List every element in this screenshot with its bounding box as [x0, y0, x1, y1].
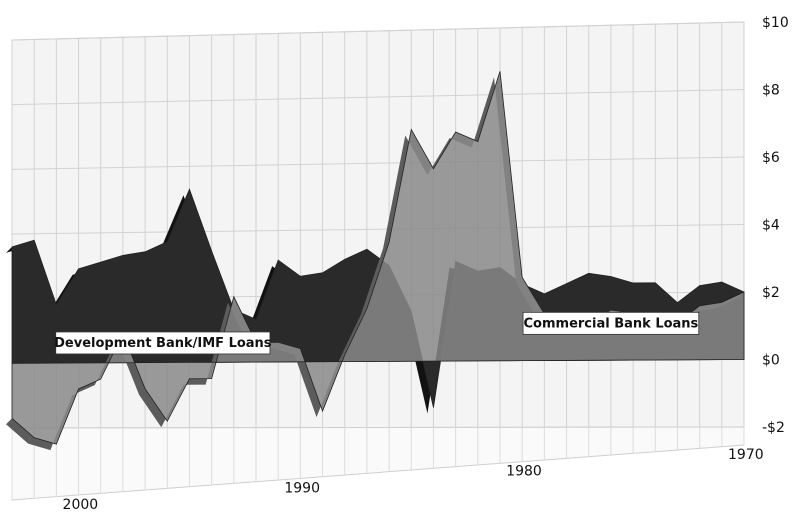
x-tick-label: 1980 [506, 464, 542, 480]
y-axis-ticks: $10 $8 $6 $4 $2 $0 -$2 [762, 15, 789, 436]
series-label-box [522, 311, 700, 335]
x-axis-ticks: 1970 1980 1990 2000 [63, 447, 764, 513]
series-label-2: Commercial Bank Loans [522, 311, 700, 335]
series-label-text: Commercial Bank Loans [524, 316, 699, 331]
grid-line-horizontal [11, 224, 745, 235]
grid-line-horizontal [11, 21, 745, 41]
back-plane [11, 21, 745, 429]
grid-line-horizontal [11, 156, 745, 170]
y-tick-label: $6 [762, 150, 780, 166]
series-labels: Development Bank/IMF Loans Commercial Ban… [54, 311, 700, 355]
series-label-box [55, 331, 271, 355]
series-label-1: Development Bank/IMF Loans [54, 331, 272, 355]
x-tick-label: 2000 [63, 497, 99, 513]
floor [11, 426, 745, 501]
y-tick-label: -$2 [762, 420, 785, 436]
floor-plane [11, 426, 745, 501]
grid-line-horizontal [11, 89, 745, 106]
y-tick-label: $2 [762, 285, 780, 301]
series-2 [6, 71, 745, 451]
y-tick-label: $8 [762, 83, 780, 99]
series-label-text: Development Bank/IMF Loans [54, 336, 272, 351]
y-tick-label: $4 [762, 218, 780, 234]
back-wall [11, 21, 745, 429]
x-tick-label: 1990 [284, 480, 320, 496]
x-tick-label: 1970 [728, 447, 764, 463]
series-2-area [11, 71, 745, 445]
y-tick-label: $0 [762, 353, 780, 369]
y-tick-label: $10 [762, 15, 789, 31]
